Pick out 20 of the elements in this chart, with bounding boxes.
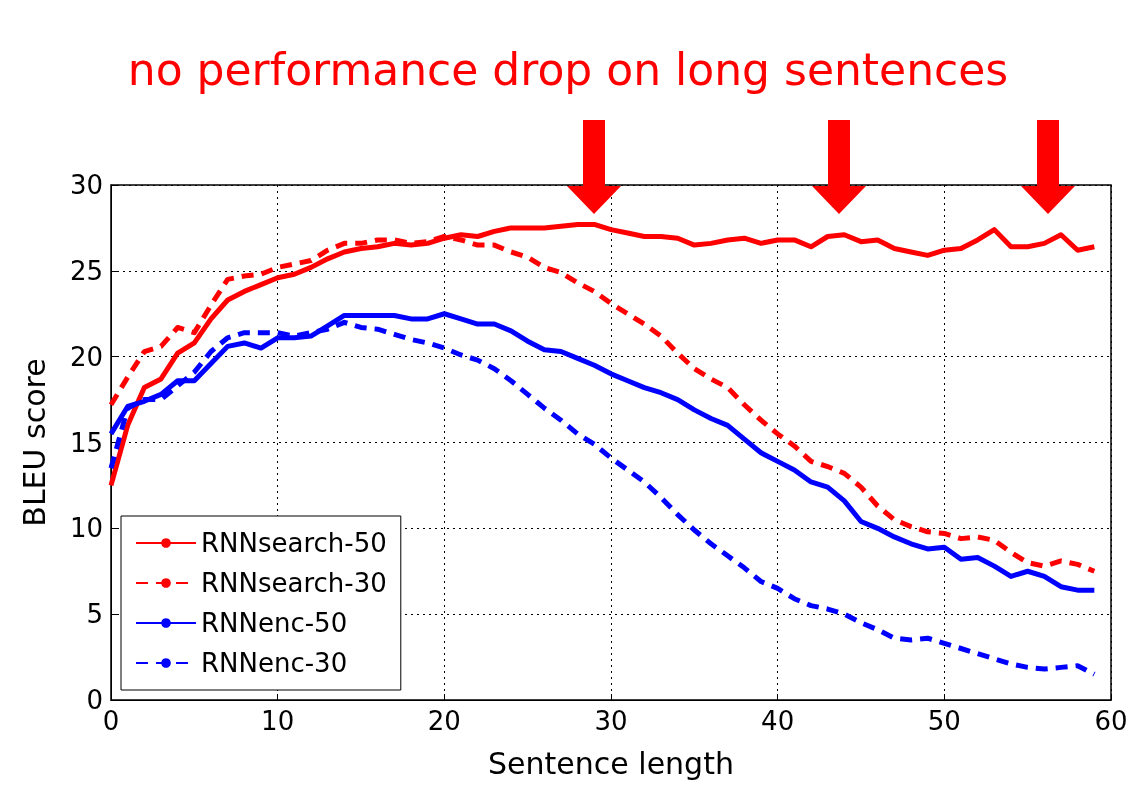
legend-label: RNNsearch-30 bbox=[201, 568, 387, 598]
x-tick-label: 60 bbox=[1094, 706, 1128, 736]
legend-label: RNNenc-50 bbox=[201, 608, 348, 638]
y-tick-label: 20 bbox=[69, 341, 103, 372]
y-tick-label: 0 bbox=[86, 685, 103, 715]
x-tick-label: 40 bbox=[761, 706, 795, 736]
y-tick-label: 5 bbox=[86, 599, 103, 630]
x-tick-label: 10 bbox=[261, 706, 295, 736]
legend-label: RNNenc-30 bbox=[201, 648, 348, 678]
x-axis-title: Sentence length bbox=[488, 745, 734, 781]
y-axis-title: BLEU score bbox=[16, 358, 52, 527]
chart-title: no performance drop on long sentences bbox=[127, 43, 1009, 95]
y-tick-label: 30 bbox=[69, 170, 103, 200]
y-tick-label: 25 bbox=[69, 255, 103, 286]
x-tick-label: 30 bbox=[594, 706, 628, 736]
x-tick-label: 20 bbox=[427, 706, 461, 736]
y-tick-label: 15 bbox=[69, 427, 103, 458]
legend-label: RNNsearch-50 bbox=[201, 528, 387, 558]
x-tick-label: 50 bbox=[927, 706, 961, 736]
y-tick-label: 10 bbox=[69, 513, 103, 544]
